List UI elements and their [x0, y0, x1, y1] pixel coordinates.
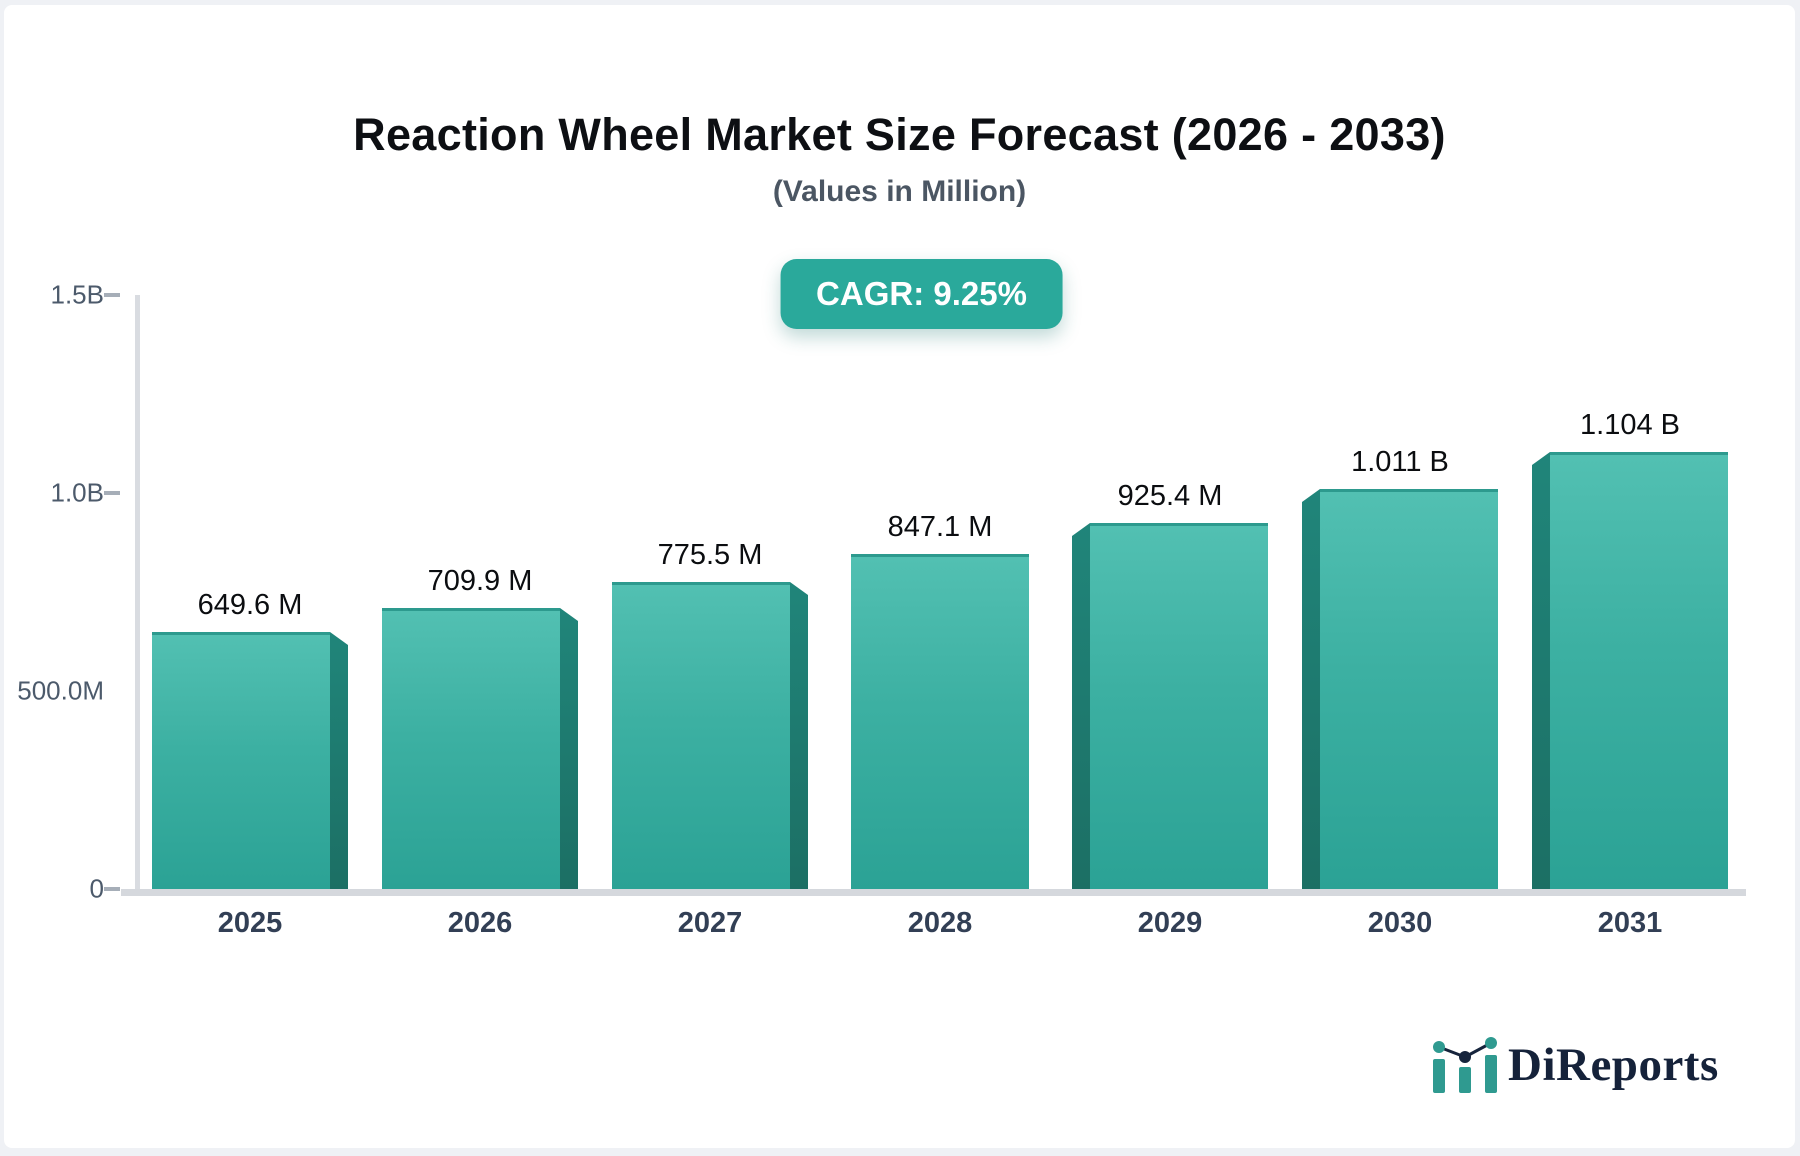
x-axis-label: 2025 [217, 907, 283, 939]
y-axis-tick-label: 1.5B [50, 279, 105, 310]
bar-3d-group [382, 608, 578, 889]
bar-side-face [330, 632, 348, 889]
y-axis-tick-label: 1.0B [50, 477, 105, 508]
cagr-badge: CAGR: 9.25% [780, 259, 1063, 329]
chart-card: Reaction Wheel Market Size Forecast (202… [4, 5, 1795, 1148]
y-axis-tick-dash [104, 491, 120, 495]
bar-slot: 1.104 B [1515, 295, 1745, 889]
bar-slot: 847.1 M [825, 295, 1055, 889]
bar-3d-group [851, 554, 1029, 889]
bar [382, 608, 560, 889]
bar [1090, 523, 1268, 889]
bar-value-label: 709.9 M [427, 565, 533, 597]
bar-value-label: 649.6 M [197, 589, 303, 621]
bar [851, 554, 1029, 889]
bar-slot: 709.9 M [365, 295, 595, 889]
bar-slot: 925.4 M [1055, 295, 1285, 889]
x-axis-label: 2029 [1137, 907, 1203, 939]
bar-value-label: 1.104 B [1580, 409, 1680, 441]
bar-3d-group [1532, 452, 1728, 889]
chart-title: Reaction Wheel Market Size Forecast (202… [353, 109, 1446, 160]
x-axis-label: 2026 [447, 907, 513, 939]
y-axis-line [135, 295, 140, 889]
bar-side-face [790, 582, 808, 889]
bar [1550, 452, 1728, 889]
x-axis-label: 2027 [677, 907, 743, 939]
y-axis-tick-dash [104, 887, 120, 891]
bar-slot: 1.011 B [1285, 295, 1515, 889]
bar-slot: 775.5 M [595, 295, 825, 889]
bar-3d-group [612, 582, 808, 889]
bar-side-face [1302, 489, 1320, 889]
bar-3d-group [152, 632, 348, 889]
x-axis-baseline [121, 889, 1746, 896]
y-axis-tick-dash [104, 293, 120, 297]
bar-3d-group [1072, 523, 1268, 889]
brand-logo-text: DiReports [1508, 1039, 1719, 1091]
bar-3d-group [1302, 489, 1498, 889]
bar-value-label: 1.011 B [1351, 446, 1449, 478]
chart-subtitle: (Values in Million) [772, 175, 1027, 208]
plot-area: 649.6 M 709.9 M 775.5 M 847.1 M 925.4 M 1.011… [135, 295, 1745, 889]
brand-logo-chart-icon [1433, 1037, 1497, 1093]
y-axis-tick-label: 500.0M [17, 675, 104, 706]
bar [152, 632, 330, 889]
bar-side-face [1072, 523, 1090, 889]
bar-side-face [1532, 452, 1550, 889]
bar-slot: 649.6 M [135, 295, 365, 889]
x-axis-label: 2031 [1597, 907, 1663, 939]
bar [612, 582, 790, 889]
bar-value-label: 925.4 M [1117, 480, 1223, 512]
bar [1320, 489, 1498, 889]
bar-value-label: 775.5 M [657, 539, 763, 571]
x-axis-label: 2028 [907, 907, 973, 939]
y-axis-tick-label: 0 [89, 873, 104, 904]
bar-side-face [560, 608, 578, 889]
x-axis-label: 2030 [1367, 907, 1433, 939]
brand-logo: DiReports [1432, 1035, 1719, 1095]
bar-value-label: 847.1 M [887, 511, 993, 543]
